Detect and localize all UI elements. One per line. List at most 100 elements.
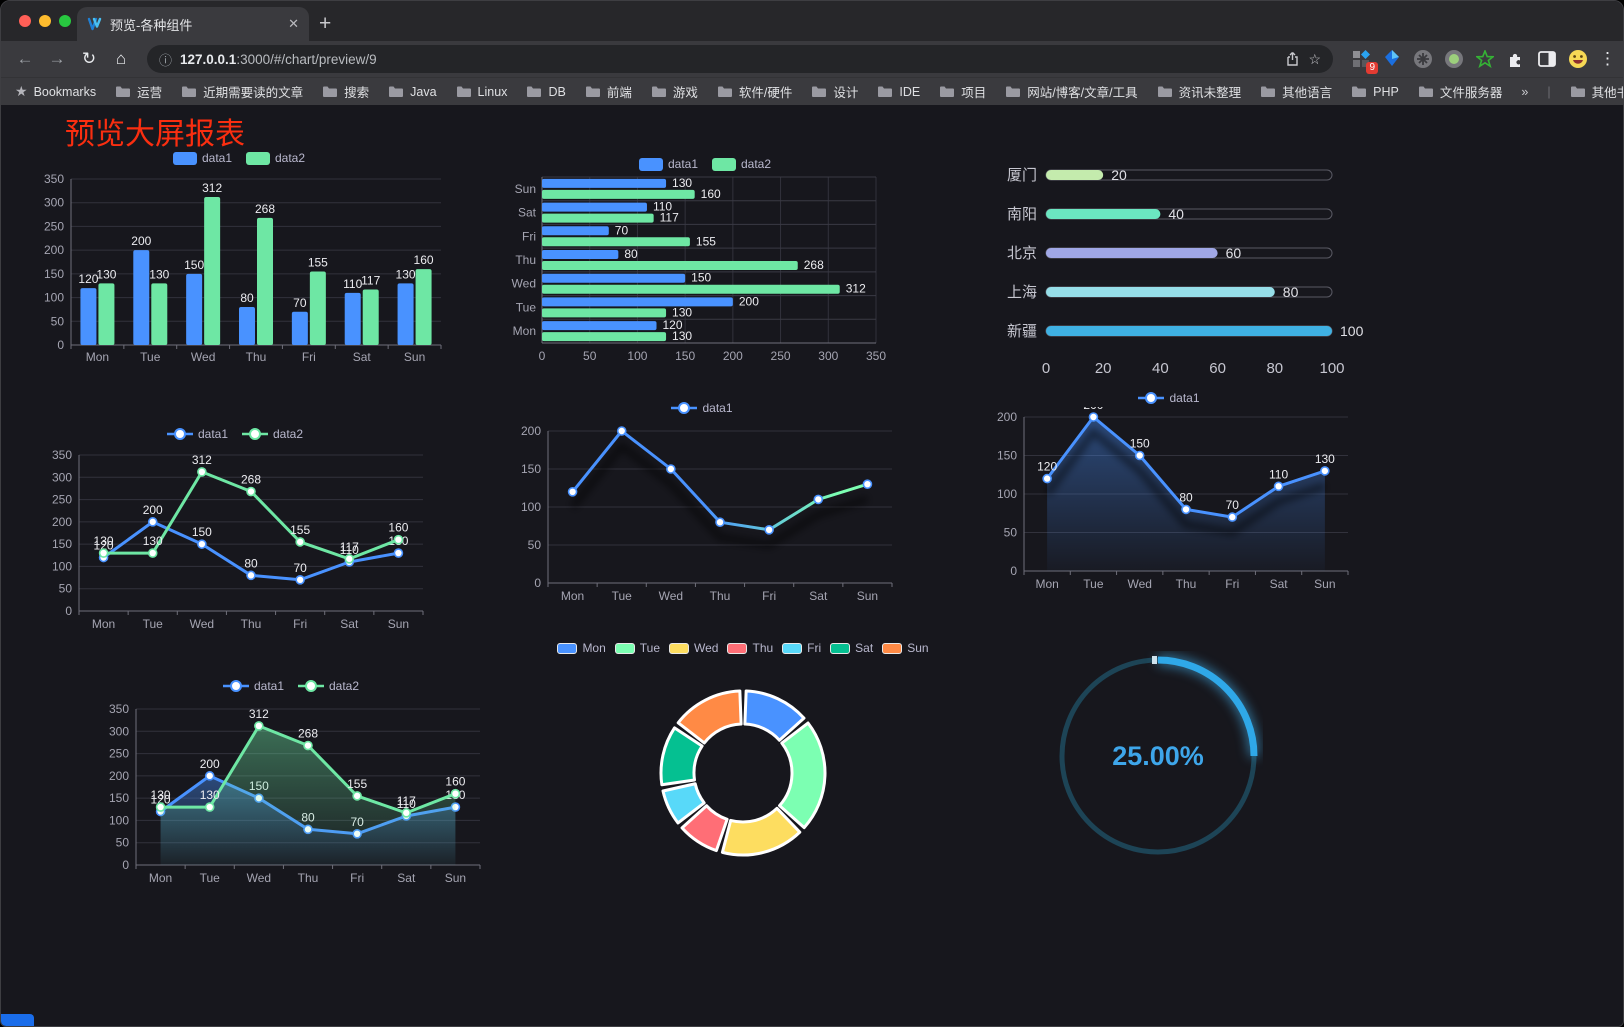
legend-item[interactable]: data1	[671, 401, 733, 415]
svg-text:Thu: Thu	[710, 589, 731, 603]
grouped-bar-chart[interactable]: data1 data2 0 50 100 150 200 250 300 350 120 130 Mon…	[29, 149, 449, 367]
bookmark-folder[interactable]: DB	[526, 82, 566, 101]
minimize-window-button[interactable]	[39, 15, 51, 27]
folder-icon	[1418, 86, 1433, 97]
svg-text:80: 80	[244, 556, 258, 570]
legend-item[interactable]: data1	[638, 157, 698, 171]
new-tab-button[interactable]: +	[319, 12, 332, 35]
legend-item[interactable]: Tue	[614, 641, 660, 655]
svg-text:268: 268	[255, 202, 275, 216]
tab-close-icon[interactable]: ✕	[288, 16, 299, 31]
svg-text:Fri: Fri	[1225, 577, 1239, 591]
bookmark-folder[interactable]: PHP	[1351, 82, 1399, 101]
bookmark-folder-label: Linux	[477, 84, 508, 99]
legend-item[interactable]: data1	[222, 679, 284, 693]
svg-text:117: 117	[361, 274, 380, 288]
bookmark-folder-list: 运营 近期需要读的文章 搜索 Java Linux DB 前端 游戏 软件/硬件 设计 IDE 项目 网…	[115, 82, 1502, 101]
emoji-extension-icon[interactable]	[1568, 49, 1588, 69]
gradient-line-chart[interactable]: data1 0 50 100 150 200 Mon Tue Wed Thu Fri Sat Sun	[504, 399, 900, 607]
svg-text:200: 200	[723, 349, 743, 363]
svg-text:120: 120	[78, 272, 98, 286]
bookmark-folder[interactable]: 搜索	[322, 82, 369, 101]
bookmarks-overflow-button[interactable]: »	[1521, 84, 1529, 99]
legend-item[interactable]: data2	[712, 157, 771, 171]
address-bar[interactable]: ⓘ 127.0.0.1:3000/#/chart/preview/9 ☆	[147, 45, 1333, 73]
legend-item[interactable]: Thu	[727, 641, 773, 655]
bookmark-folder[interactable]: 前端	[585, 82, 632, 101]
two-series-line-chart[interactable]: data1 data2 0 50 100 150 200 250 300 350 Mon Tue Wed…	[39, 425, 431, 633]
bookmark-folder[interactable]: Linux	[456, 82, 508, 101]
bookmark-folder[interactable]: 资讯未整理	[1157, 82, 1241, 101]
extensions-puzzle-icon[interactable]	[1506, 49, 1526, 69]
sidebar-icon[interactable]	[1537, 49, 1557, 69]
svg-text:150: 150	[44, 267, 64, 281]
extension-grid-icon[interactable]: 9	[1351, 49, 1378, 74]
forward-icon[interactable]: →	[48, 49, 66, 68]
svg-text:130: 130	[149, 267, 169, 281]
maximize-window-button[interactable]	[59, 15, 71, 27]
bookmark-folder[interactable]: Java	[388, 82, 437, 101]
bookmark-folder[interactable]: 软件/硬件	[717, 82, 792, 101]
bookmark-folder[interactable]: 游戏	[651, 82, 698, 101]
bookmark-folder-label: Java	[410, 84, 437, 99]
bookmark-folder[interactable]: 近期需要读的文章	[181, 82, 303, 101]
extension-kite-icon[interactable]	[1382, 49, 1402, 69]
bookmark-folder[interactable]: IDE	[877, 82, 920, 101]
svg-text:Sun: Sun	[857, 589, 878, 603]
other-bookmarks-folder[interactable]: 其他书签	[1570, 82, 1623, 101]
extension-star-icon[interactable]	[1475, 49, 1495, 69]
browser-tab[interactable]: 预览-各种组件 ✕	[77, 7, 309, 41]
bookmark-folder[interactable]: 运营	[115, 82, 162, 101]
reload-icon[interactable]: ↻	[81, 49, 97, 68]
back-icon[interactable]: ←	[16, 49, 34, 68]
legend-item[interactable]: Sun	[882, 641, 929, 655]
svg-text:300: 300	[818, 349, 838, 363]
svg-text:110: 110	[653, 200, 672, 214]
folder-icon	[585, 86, 600, 97]
svg-text:0: 0	[1010, 564, 1017, 578]
bookmark-folder[interactable]: 其他语言	[1260, 82, 1332, 101]
svg-text:50: 50	[51, 314, 65, 328]
svg-text:Sat: Sat	[809, 589, 828, 603]
close-window-button[interactable]	[19, 15, 31, 27]
two-series-area-chart[interactable]: data1 data2 0 50 100 150 200 250 300 350 Mon Tue Wed…	[94, 677, 488, 887]
svg-text:Wed: Wed	[190, 617, 214, 631]
progress-bar-chart[interactable]: 厦门 20 南阳 40 北京 60 上海 80 新疆 100 0 20 40 60 80 100	[989, 159, 1369, 384]
extension-record-icon[interactable]	[1444, 49, 1464, 69]
bookmark-star-icon[interactable]: ☆	[1308, 50, 1321, 67]
legend-item[interactable]: data2	[298, 679, 359, 693]
home-icon[interactable]: ⌂	[115, 49, 127, 68]
legend-item[interactable]: data2	[246, 151, 305, 165]
legend-item[interactable]: Sat	[830, 641, 873, 655]
gauge-ring-chart[interactable]: 25.00%	[1053, 651, 1263, 861]
legend-item[interactable]: Fri	[782, 641, 821, 655]
browser-menu-icon[interactable]: ⋮	[1599, 49, 1616, 68]
chart-legend: data1 data2	[504, 155, 906, 173]
legend-item[interactable]: Wed	[669, 641, 718, 655]
horizontal-bar-chart[interactable]: data1 data2 0 50 100 150 200 250 300 350 130 160 Sun…	[504, 155, 906, 367]
status-strip	[1, 1014, 34, 1026]
bookmark-folder[interactable]: 设计	[811, 82, 858, 101]
bookmark-folder[interactable]: 项目	[939, 82, 986, 101]
svg-text:100: 100	[627, 349, 647, 363]
legend-item[interactable]: data1	[166, 427, 228, 441]
svg-text:120: 120	[1037, 460, 1057, 474]
legend-item[interactable]: data2	[242, 427, 303, 441]
legend-item[interactable]: data1	[172, 151, 232, 165]
extension-asterisk-icon[interactable]	[1413, 49, 1433, 69]
tab-favicon-icon	[87, 17, 102, 30]
donut-pie-chart[interactable]: Mon Tue Wed Thu Fri Sat Sun	[557, 639, 929, 901]
bookmarks-manager[interactable]: ★ Bookmarks	[15, 83, 96, 100]
legend-item[interactable]: data1	[1138, 391, 1200, 405]
area-line-chart[interactable]: data1 0 50 100 150 200 Mon Tue Wed Thu Fri Sat Sun 12…	[984, 389, 1354, 595]
url-text[interactable]: 127.0.0.1:3000/#/chart/preview/9	[180, 52, 377, 67]
site-info-icon[interactable]: ⓘ	[159, 52, 173, 68]
svg-text:Sat: Sat	[397, 871, 416, 885]
bookmark-folder[interactable]: 文件服务器	[1418, 82, 1502, 101]
svg-text:130: 130	[672, 176, 692, 190]
bookmark-folder[interactable]: 网站/博客/文章/工具	[1005, 82, 1138, 101]
share-icon[interactable]	[1285, 51, 1300, 67]
legend-item[interactable]: Mon	[557, 641, 606, 655]
bookmark-folder-label: 设计	[833, 86, 859, 100]
